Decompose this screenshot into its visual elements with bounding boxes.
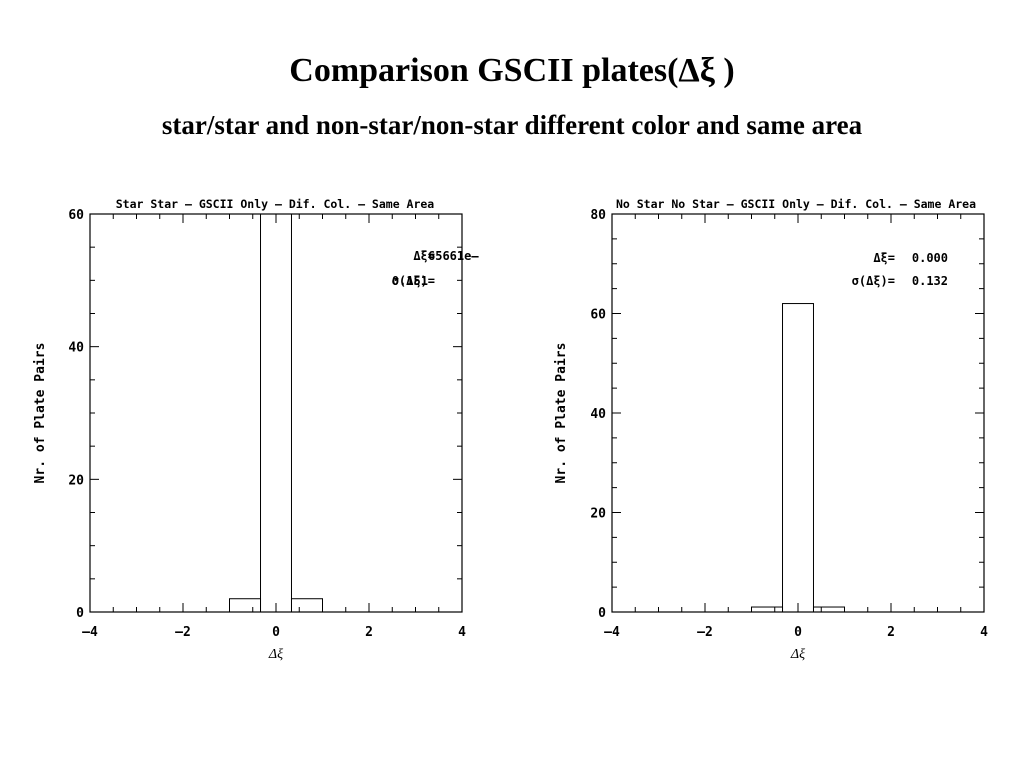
- stat-value: 0.151: [392, 274, 428, 288]
- x-tick-label: –2: [175, 625, 191, 640]
- x-tick-label: –2: [697, 625, 713, 640]
- y-tick-label: 0: [76, 606, 84, 621]
- x-axis-label: Δξ: [790, 647, 805, 662]
- histogram-bar: [782, 303, 814, 613]
- y-tick-label: 20: [590, 507, 606, 522]
- x-tick-label: –4: [604, 625, 620, 640]
- x-tick-label: 0: [272, 625, 280, 640]
- y-tick-label: 20: [68, 473, 84, 488]
- chart-title: No Star No Star – GSCII Only – Dif. Col.…: [616, 197, 976, 211]
- x-tick-label: 4: [458, 625, 466, 640]
- y-tick-label: 40: [590, 407, 606, 422]
- y-tick-label: 40: [68, 341, 84, 356]
- stat-label: Δ̄ξ=: [873, 251, 895, 265]
- x-tick-label: 4: [980, 625, 988, 640]
- stat-value: 0.132: [912, 274, 948, 288]
- stat-label: Δ̄ξ=: [413, 249, 435, 263]
- x-tick-label: 0: [794, 625, 802, 640]
- histogram-bar: [751, 606, 784, 613]
- histogram-bar: [812, 606, 845, 613]
- x-axis-label: Δξ: [268, 647, 283, 662]
- y-axis-label: Nr. of Plate Pairs: [33, 343, 48, 484]
- y-tick-label: 60: [68, 208, 84, 223]
- x-tick-label: –4: [82, 625, 98, 640]
- page-title: Comparison GSCII plates(Δξ ): [289, 52, 735, 89]
- y-tick-label: 0: [598, 606, 606, 621]
- page-subtitle: star/star and non-star/non-star differen…: [161, 110, 863, 140]
- y-tick-label: 60: [590, 308, 606, 323]
- histogram-bar: [290, 598, 323, 613]
- y-tick-label: 80: [590, 208, 606, 223]
- stat-value: 65661e–: [428, 249, 479, 263]
- stat-label: σ(Δξ)=: [392, 274, 435, 288]
- stat-value: 0.000: [912, 251, 948, 265]
- y-axis-label: Nr. of Plate Pairs: [554, 343, 569, 484]
- x-tick-label: 2: [365, 625, 373, 640]
- histogram-bar: [260, 213, 292, 613]
- x-tick-label: 2: [887, 625, 895, 640]
- chart-title: Star Star – GSCII Only – Dif. Col. – Sam…: [116, 197, 435, 211]
- stat-label: σ(Δξ)=: [852, 274, 895, 288]
